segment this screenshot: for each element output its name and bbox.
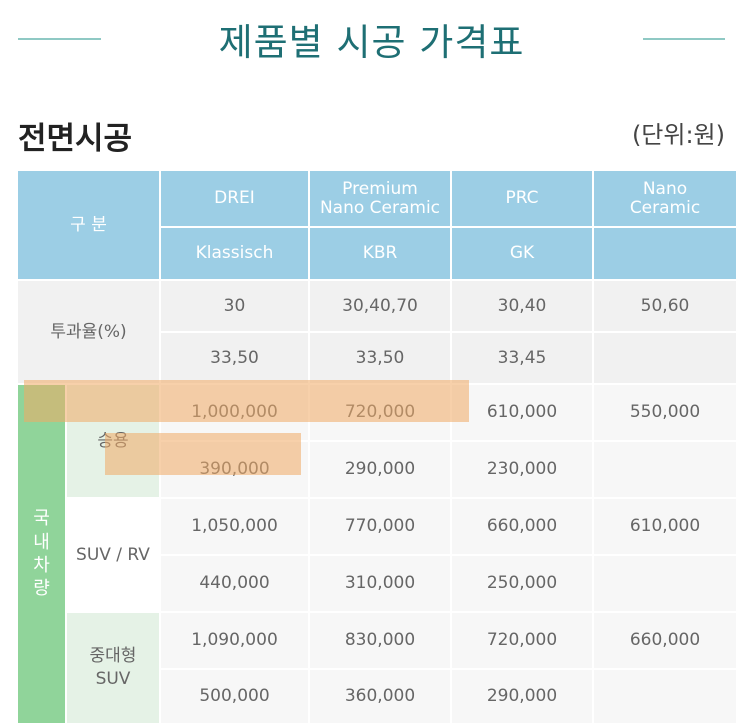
highlight-mark <box>105 433 301 475</box>
transmittance-label: 투과율(%) <box>18 281 159 383</box>
table-cell: 33,50 <box>161 333 308 383</box>
group-label-large-suv-line2: SUV <box>95 669 131 689</box>
domestic-char: 차 <box>33 555 50 576</box>
table-cell: 550,000 <box>594 385 736 440</box>
table-cell: 610,000 <box>594 499 736 554</box>
header-brand-nano-line2: Ceramic <box>629 197 701 218</box>
table-cell: 290,000 <box>452 670 592 723</box>
table-cell <box>594 670 736 723</box>
header-brand-prc: PRC <box>452 171 592 226</box>
header-product-klassisch: Klassisch <box>161 228 308 279</box>
group-label-large-suv: 중대형 SUV <box>67 613 159 723</box>
header-brand-drei: DREI <box>161 171 308 226</box>
header-brand-premium: Premium Nano Ceramic <box>310 171 450 226</box>
header-brand-premium-line2: Nano Ceramic <box>319 197 441 218</box>
table-cell: 30 <box>161 281 308 331</box>
table-cell <box>594 333 736 383</box>
unit-label: (단위:원) <box>631 121 725 149</box>
table-cell <box>594 556 736 611</box>
domestic-vehicle-label: 국 내 차 량 <box>18 385 65 723</box>
table-cell: 610,000 <box>452 385 592 440</box>
table-cell: 720,000 <box>452 613 592 668</box>
highlight-mark <box>24 380 469 422</box>
table-cell: 1,050,000 <box>161 499 308 554</box>
table-cell: 290,000 <box>310 442 450 497</box>
header-product-gk: GK <box>452 228 592 279</box>
header-product-kbr: KBR <box>310 228 450 279</box>
table-cell: 830,000 <box>310 613 450 668</box>
title-line-right <box>643 38 725 40</box>
header-brand-nano-line1: Nano <box>642 178 688 199</box>
domestic-char: 량 <box>33 578 50 600</box>
header-brand-premium-line1: Premium <box>342 178 418 199</box>
header-product-empty <box>594 228 736 279</box>
table-cell: 660,000 <box>452 499 592 554</box>
table-cell: 50,60 <box>594 281 736 331</box>
domestic-char: 국 <box>33 508 50 530</box>
section-title: 전면시공 <box>18 121 133 157</box>
table-cell: 440,000 <box>161 556 308 611</box>
table-cell: 360,000 <box>310 670 450 723</box>
group-label-large-suv-line1: 중대형 <box>89 646 137 667</box>
table-cell: 33,50 <box>310 333 450 383</box>
table-cell <box>594 442 736 497</box>
page-title: 제품별 시공 가격표 <box>218 21 525 64</box>
table-cell: 660,000 <box>594 613 736 668</box>
table-cell: 500,000 <box>161 670 308 723</box>
table-cell: 310,000 <box>310 556 450 611</box>
table-cell: 30,40 <box>452 281 592 331</box>
table-cell: 250,000 <box>452 556 592 611</box>
header-brand-nano: Nano Ceramic <box>594 171 736 226</box>
table-cell: 30,40,70 <box>310 281 450 331</box>
price-table: 구 분 DREI Premium Nano Ceramic PRC Nano C… <box>18 171 736 723</box>
table-cell: 33,45 <box>452 333 592 383</box>
table-cell: 770,000 <box>310 499 450 554</box>
group-label-suv-rv: SUV / RV <box>67 499 159 611</box>
title-line-left <box>18 38 101 40</box>
domestic-char: 내 <box>33 531 50 553</box>
header-category: 구 분 <box>18 171 159 279</box>
table-cell: 230,000 <box>452 442 592 497</box>
table-cell: 1,090,000 <box>161 613 308 668</box>
